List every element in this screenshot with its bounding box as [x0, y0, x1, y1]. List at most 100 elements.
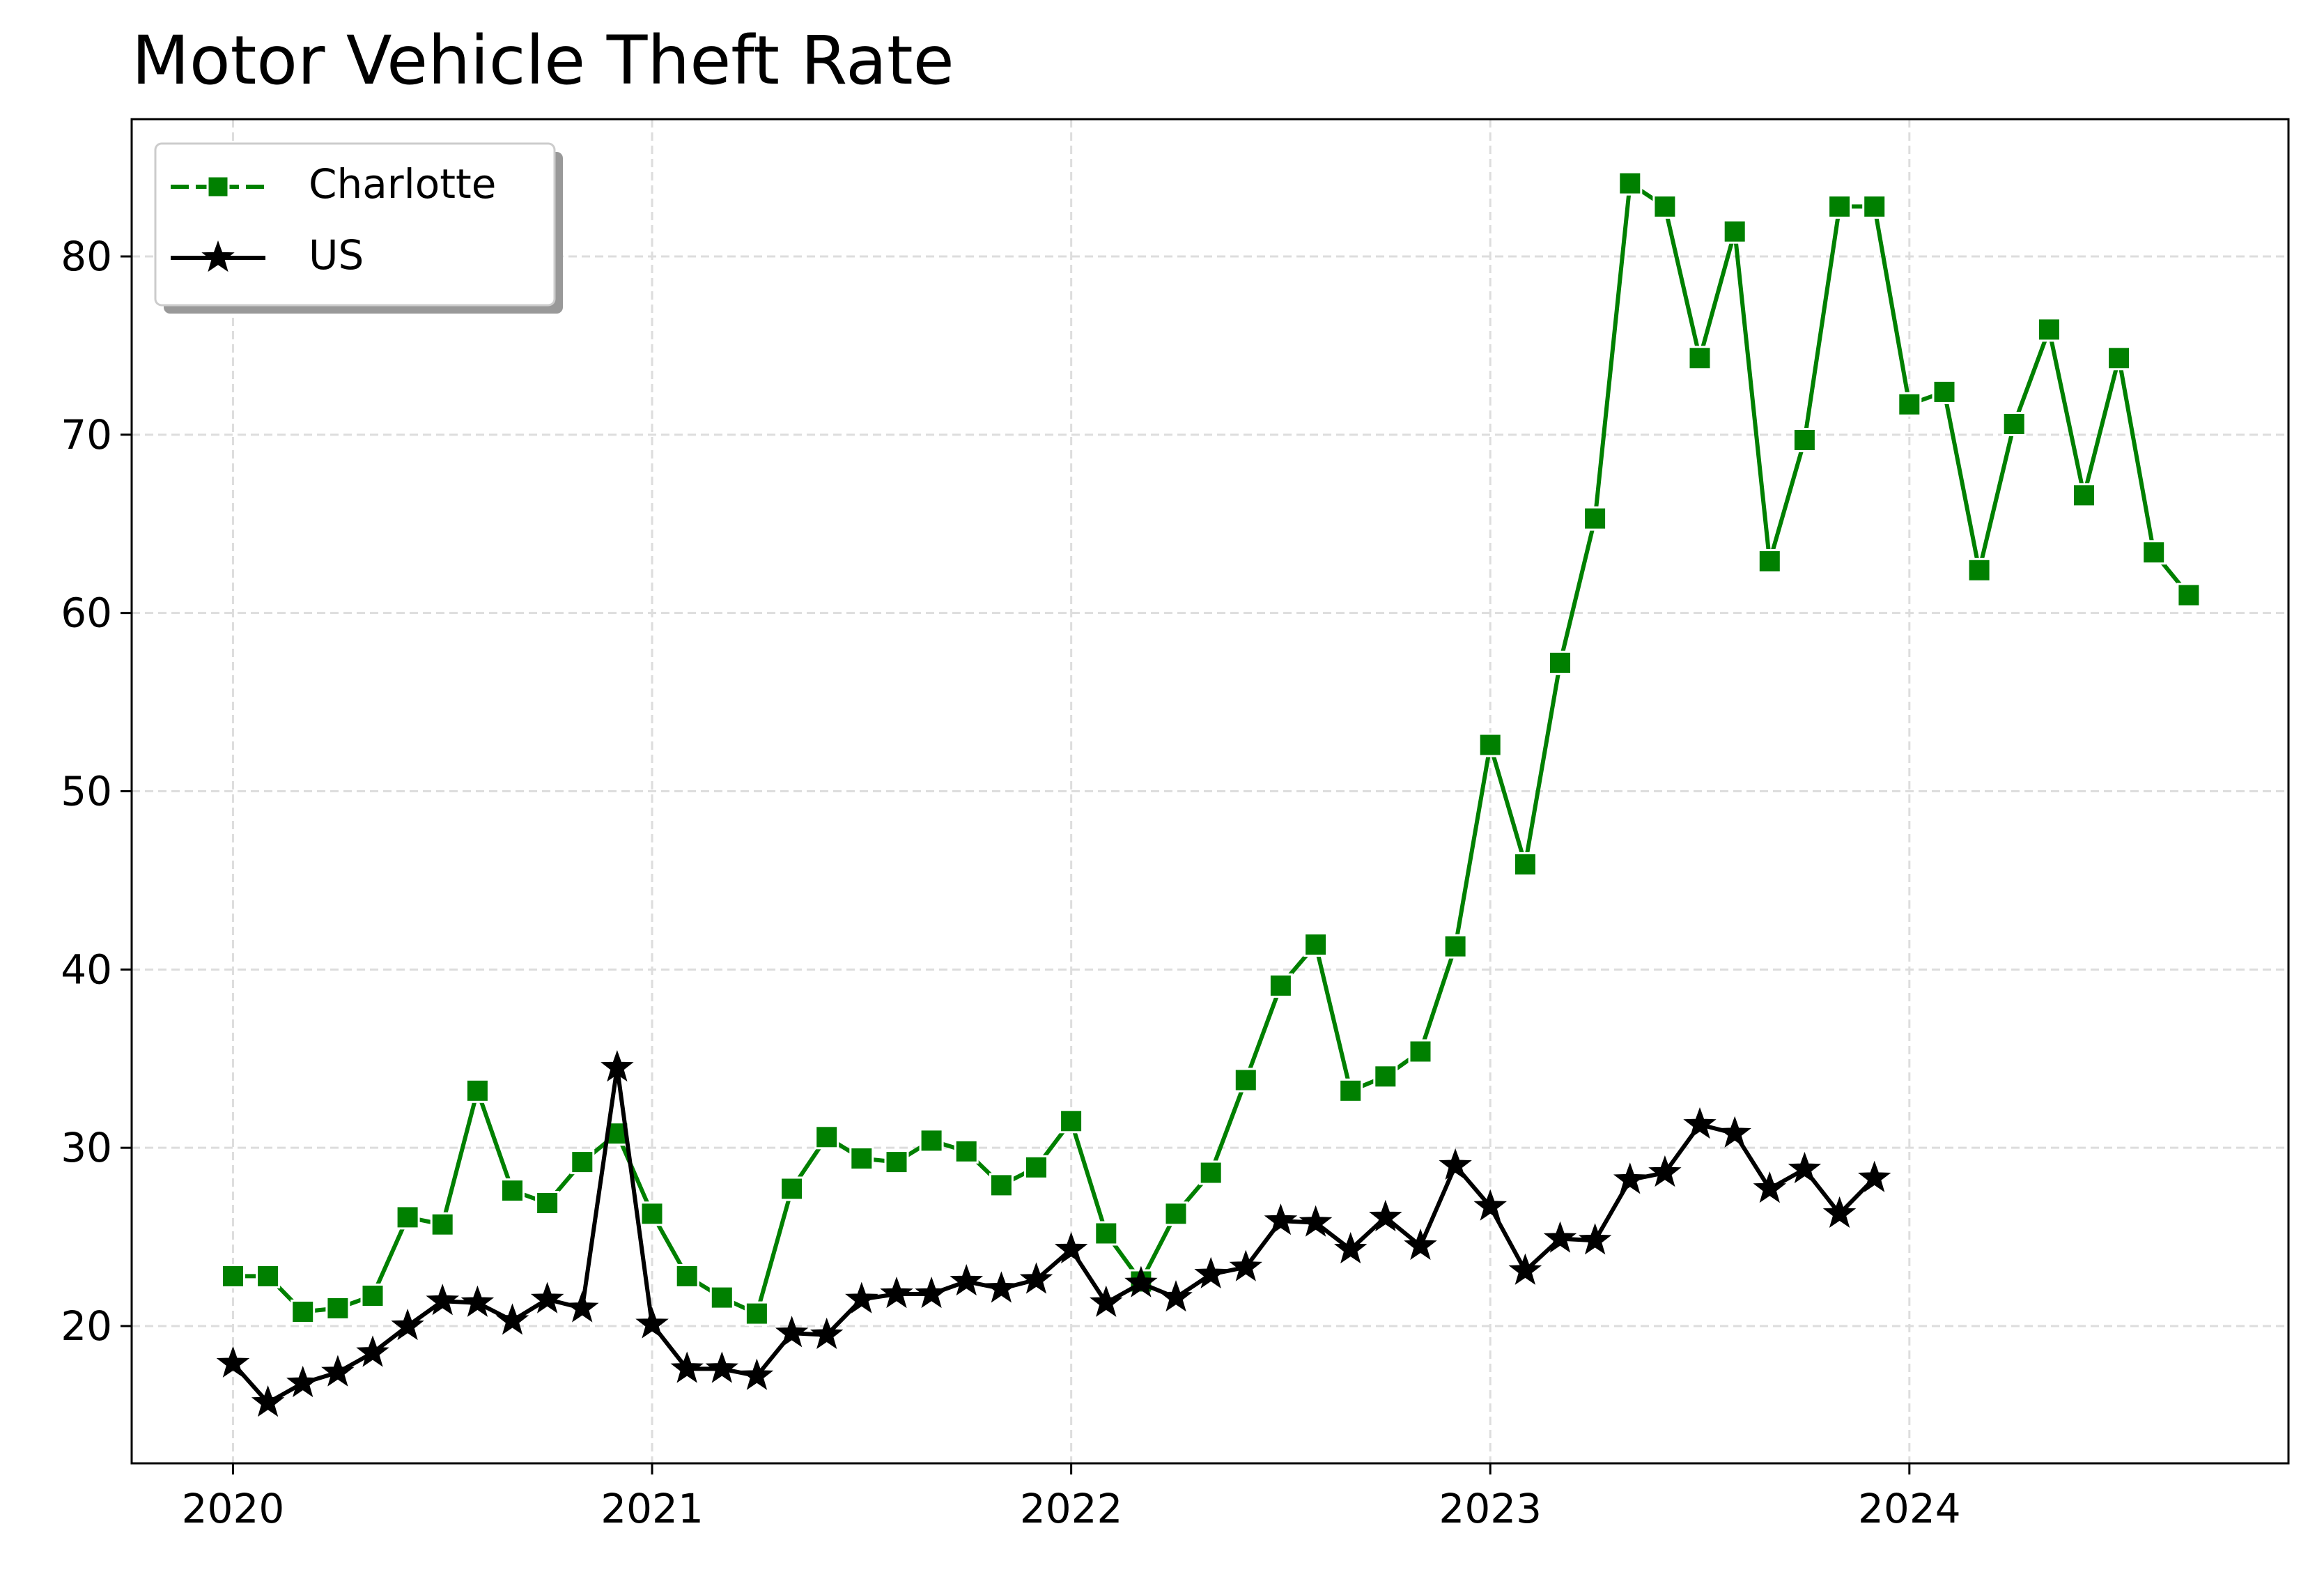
data-point — [395, 1205, 420, 1230]
data-point — [2036, 317, 2061, 342]
data-point — [500, 1178, 525, 1203]
data-point — [810, 1317, 844, 1349]
legend-label-charlotte: Charlotte — [309, 160, 496, 208]
data-point — [1687, 346, 1712, 371]
data-point — [849, 1146, 874, 1171]
data-point — [1788, 1151, 1822, 1184]
data-point — [1059, 1109, 1084, 1134]
data-point — [1233, 1068, 1258, 1093]
x-tick-label: 2023 — [1439, 1485, 1542, 1532]
data-point — [1019, 1262, 1053, 1294]
y-tick-label: 60 — [61, 590, 112, 637]
data-point — [1338, 1078, 1363, 1103]
y-axis: 20 30 40 50 60 70 80 — [61, 233, 132, 1350]
data-point — [495, 1303, 529, 1335]
data-point — [950, 1264, 984, 1296]
data-point — [2107, 346, 2132, 371]
data-point — [221, 1263, 245, 1288]
data-point — [1194, 1256, 1227, 1289]
data-point — [1439, 1148, 1472, 1180]
data-point — [1443, 934, 1468, 959]
data-point — [884, 1150, 909, 1175]
series-layer — [216, 171, 2201, 1417]
data-point — [1054, 1232, 1088, 1264]
data-point — [709, 1285, 734, 1310]
data-point — [1648, 1155, 1682, 1187]
data-point — [1792, 428, 1817, 452]
legend-label-us: US — [309, 231, 364, 279]
data-point — [1508, 1253, 1542, 1285]
y-tick-label: 50 — [61, 768, 112, 815]
data-point — [1652, 194, 1678, 219]
data-point — [1718, 1116, 1751, 1148]
data-point — [530, 1281, 564, 1314]
data-point — [1408, 1039, 1433, 1064]
data-point — [1827, 194, 1852, 219]
data-point — [566, 1291, 599, 1323]
data-point — [1124, 1265, 1158, 1297]
data-point — [670, 1351, 704, 1383]
data-point — [1404, 1228, 1437, 1261]
data-point — [1757, 549, 1782, 573]
y-tick-label: 30 — [61, 1124, 112, 1171]
data-point — [1967, 557, 1992, 583]
data-point — [1473, 1189, 1508, 1221]
data-point — [356, 1335, 389, 1367]
x-tick-label: 2022 — [1020, 1485, 1123, 1532]
data-point — [1229, 1249, 1262, 1281]
data-point — [2072, 483, 2096, 508]
data-point — [1578, 1223, 1612, 1255]
chart-title: Motor Vehicle Theft Rate — [132, 22, 954, 100]
data-point — [1857, 1160, 1891, 1192]
data-point — [1303, 932, 1328, 957]
legend: Charlotte US — [154, 142, 563, 314]
data-point — [984, 1271, 1018, 1303]
data-point — [535, 1191, 560, 1215]
data-point — [780, 1176, 805, 1201]
data-point — [1613, 1162, 1647, 1194]
data-point — [1198, 1160, 1223, 1185]
data-point — [391, 1309, 424, 1341]
data-point — [775, 1316, 809, 1348]
y-tick-label: 70 — [61, 411, 112, 459]
x-tick-label: 2020 — [182, 1485, 285, 1532]
data-point — [286, 1365, 320, 1398]
x-tick-label: 2021 — [601, 1485, 704, 1532]
legend-marker-us — [201, 240, 235, 272]
data-point — [251, 1385, 285, 1417]
y-tick-label: 80 — [61, 233, 112, 280]
data-point — [640, 1201, 665, 1226]
data-point — [954, 1139, 979, 1164]
data-point — [360, 1284, 385, 1308]
data-point — [570, 1150, 595, 1175]
data-point — [674, 1263, 699, 1288]
data-point — [1618, 171, 1643, 196]
data-point — [1094, 1221, 1119, 1246]
legend-marker-charlotte — [206, 175, 230, 199]
data-point — [325, 1295, 350, 1320]
data-point — [989, 1173, 1014, 1198]
data-point — [845, 1281, 878, 1314]
data-point — [460, 1285, 495, 1317]
legend-box — [154, 142, 556, 307]
data-point — [1264, 1203, 1298, 1235]
x-axis: 2020 2021 2022 2023 2024 — [182, 1463, 1961, 1532]
data-point — [1163, 1201, 1188, 1226]
data-point — [1897, 392, 1922, 417]
data-point — [1334, 1232, 1368, 1264]
data-point — [1159, 1280, 1193, 1312]
data-point — [1268, 973, 1293, 998]
data-point — [740, 1358, 774, 1390]
data-point — [1478, 732, 1503, 757]
data-point — [635, 1307, 669, 1339]
data-point — [1683, 1107, 1717, 1139]
data-point — [1089, 1285, 1123, 1317]
data-point — [1024, 1155, 1048, 1180]
series-us — [216, 1050, 1891, 1417]
data-point — [465, 1078, 490, 1103]
data-point — [1512, 852, 1537, 877]
data-point — [1299, 1205, 1333, 1237]
data-point — [216, 1346, 250, 1378]
data-point — [290, 1300, 316, 1324]
